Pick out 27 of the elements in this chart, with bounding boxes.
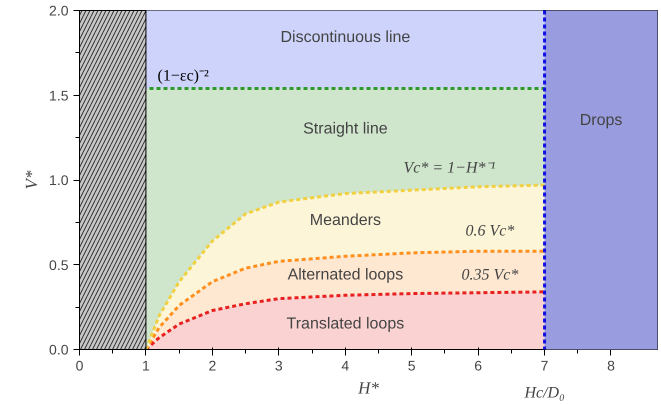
x-tick-label: 3: [274, 358, 283, 374]
y-tick-label: 1.5: [49, 87, 69, 104]
annotation: 0.35 Vc*: [461, 266, 518, 284]
y-tick-label: 0.0: [49, 342, 69, 358]
y-tick-label: 0.5: [49, 256, 69, 273]
annotation: 0.6 Vc*: [465, 222, 514, 240]
ref-line-label: Hc/D₀: [523, 384, 565, 402]
annotation: Straight line: [303, 120, 388, 138]
annotation: Alternated loops: [288, 266, 404, 284]
ref-line-label: (1−εc)⁻²: [158, 67, 209, 84]
y-axis-title: V*: [22, 170, 42, 190]
x-tick-label: 4: [341, 358, 350, 374]
x-axis-title: H*: [357, 378, 380, 398]
annotation: Meanders: [310, 212, 381, 230]
y-tick-label: 1.0: [49, 172, 69, 188]
x-tick-label: 5: [408, 358, 416, 374]
x-tick-label: 0: [76, 358, 84, 374]
x-tick-label: 1: [142, 358, 150, 374]
annotation: Discontinuous line: [280, 29, 410, 46]
annotation: Vc* = 1−H*⁻¹: [404, 160, 496, 177]
x-tick-label: 7: [540, 358, 549, 374]
y-tick-label: 2.0: [49, 2, 69, 18]
annotation: Translated loops: [286, 316, 404, 333]
band-label: Drops: [580, 112, 622, 130]
x-tick-label: 2: [208, 358, 216, 374]
x-tick-label: 8: [607, 358, 616, 374]
x-tick-label: 6: [474, 358, 482, 374]
